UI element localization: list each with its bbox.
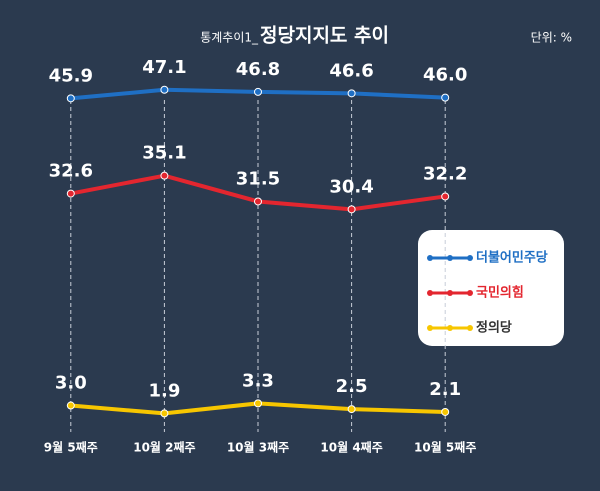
data-point xyxy=(441,93,450,102)
legend-dot xyxy=(427,325,433,331)
legend-dot xyxy=(447,255,453,261)
legend-dot xyxy=(427,290,433,296)
value-label: 46.8 xyxy=(236,59,280,80)
value-label: 30.4 xyxy=(329,176,373,197)
legend-dot xyxy=(447,290,453,296)
value-label: 47.1 xyxy=(142,57,186,78)
legend-dot xyxy=(467,255,473,261)
value-label: 32.2 xyxy=(423,163,467,184)
value-label: 35.1 xyxy=(142,143,186,164)
legend-label: 국민의힘 xyxy=(476,285,524,301)
data-point xyxy=(441,407,450,416)
legend-dot xyxy=(427,255,433,261)
value-label: 46.6 xyxy=(329,60,373,81)
legend-dot xyxy=(447,325,453,331)
value-label: 31.5 xyxy=(236,168,280,189)
data-point xyxy=(160,171,169,180)
value-label: 1.9 xyxy=(148,380,180,401)
data-point xyxy=(441,192,450,201)
value-label: 2.1 xyxy=(429,379,461,400)
legend-label: 더불어민주당 xyxy=(476,250,548,266)
data-point xyxy=(347,405,356,414)
x-tick-label: 9월 5째주 xyxy=(44,440,98,455)
chart-title-prefix: 통계추이1_ xyxy=(200,31,259,45)
value-label: 46.0 xyxy=(423,65,467,86)
value-label: 2.5 xyxy=(336,376,368,397)
value-label: 45.9 xyxy=(49,65,93,86)
unit-label: 단위: % xyxy=(531,31,572,45)
x-tick-label: 10월 3째주 xyxy=(227,440,289,455)
legend-dot xyxy=(467,325,473,331)
data-point xyxy=(66,401,75,410)
data-point xyxy=(160,85,169,94)
x-tick-label: 10월 4째주 xyxy=(320,440,382,455)
legend-dot xyxy=(467,290,473,296)
data-point xyxy=(254,197,262,206)
x-tick-label: 10월 5째주 xyxy=(414,440,476,455)
value-label: 3.3 xyxy=(242,370,274,391)
value-label: 3.0 xyxy=(55,373,87,394)
data-point xyxy=(160,409,169,418)
data-point xyxy=(254,87,262,96)
data-point xyxy=(254,399,262,408)
value-label: 32.6 xyxy=(49,161,93,182)
data-point xyxy=(347,205,356,214)
data-point xyxy=(347,89,356,98)
data-point xyxy=(66,94,75,103)
x-tick-label: 10월 2째주 xyxy=(133,440,195,455)
chart-title: 정당지지도 추이 xyxy=(260,25,389,47)
data-point xyxy=(66,189,75,198)
legend-label: 정의당 xyxy=(476,320,512,336)
